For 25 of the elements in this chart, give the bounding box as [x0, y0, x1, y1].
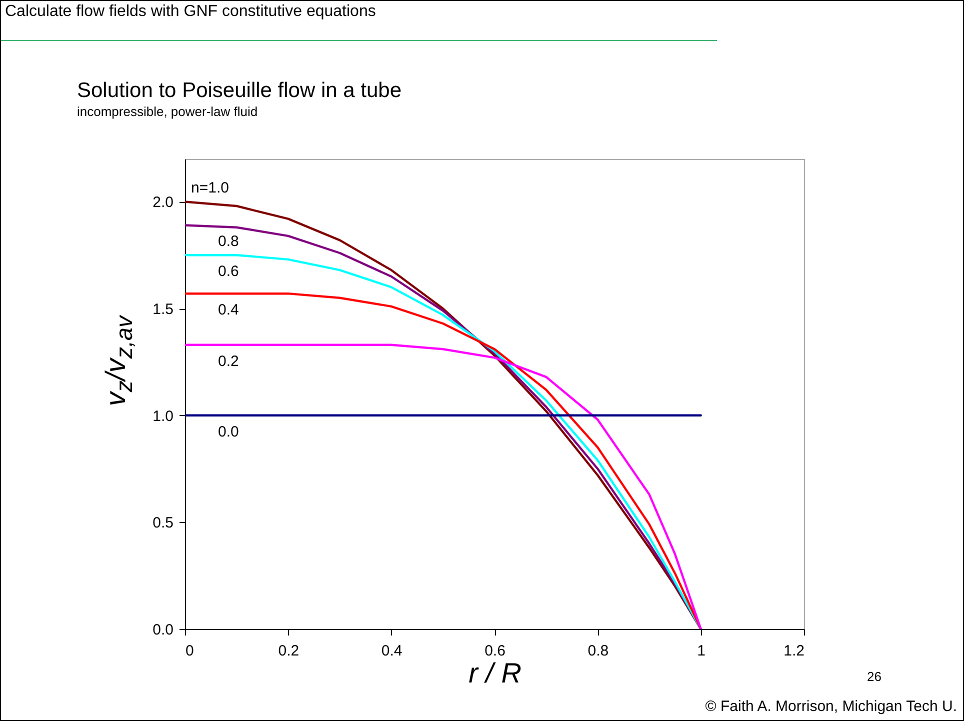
- y-tick-label: 0.0: [152, 622, 174, 638]
- x-axis-title: r / R: [468, 658, 522, 688]
- x-tick-label: 0.4: [381, 642, 402, 660]
- x-tick-label: 0.6: [484, 642, 506, 660]
- x-tick-label: 0.2: [278, 642, 300, 660]
- text: © Faith A. Morrison, Michigan Tech U.: [705, 698, 957, 715]
- series-label: 0.0: [218, 423, 239, 440]
- chart-title: Solution to Poiseuille flow in a tube: [77, 79, 402, 103]
- x-tick-label: 1.2: [784, 642, 804, 660]
- text: Calculate flow fields with GNF constitutive equations: [5, 3, 376, 21]
- series-label: 0.8: [218, 233, 239, 250]
- line-series: [185, 344, 702, 629]
- y-tick-label: 0.5: [152, 514, 174, 532]
- x-tick-label: 1: [697, 642, 706, 660]
- series-label: n=1.0: [191, 180, 229, 197]
- text: 26: [867, 669, 882, 684]
- x-tick-label: 0.8: [588, 642, 609, 660]
- series-label: 0.2: [218, 352, 239, 370]
- series-label: 0.4: [218, 302, 239, 319]
- y-tick-label: 1.0: [152, 408, 174, 425]
- x-tick-label: 0: [186, 642, 194, 660]
- y-tick-label: 2.0: [152, 194, 174, 212]
- series-label: 0.6: [218, 263, 239, 280]
- chart-subtitle: incompressible, power-law fluid: [77, 104, 258, 119]
- y-tick-label: 1.5: [152, 301, 174, 318]
